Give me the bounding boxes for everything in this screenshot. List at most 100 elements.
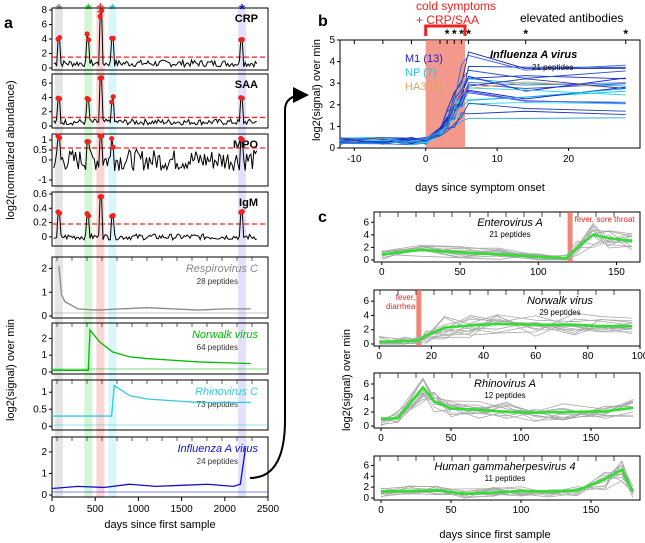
y-tick-label: 8 — [41, 5, 47, 16]
x-tick-label: 500 — [87, 504, 104, 515]
y-tick-label: 6 — [363, 217, 369, 228]
y-tick-label: 3 — [329, 78, 335, 89]
marker-series-line — [53, 195, 257, 242]
antibody-star: * — [445, 27, 450, 41]
virus-name: Rhinovirus A — [474, 378, 536, 390]
series-peptides: 64 peptides — [197, 343, 238, 352]
x-tick-label: 20 — [563, 154, 575, 165]
subplot-frame — [51, 379, 269, 431]
virus-name: Human gammaherpesvirus 4 — [434, 461, 575, 473]
y-tick-label: 4 — [363, 471, 369, 482]
subplot-frame — [373, 211, 641, 263]
y-tick-label: 0.6 — [33, 189, 47, 200]
y-tick-label: 0.5 — [33, 404, 47, 415]
y-tick-label: 2 — [41, 447, 47, 458]
plot-frame — [339, 39, 641, 149]
y-tick-label: 1 — [41, 468, 47, 479]
peptide-line — [339, 101, 626, 144]
legend-entry: HA3 (1) — [405, 81, 443, 93]
x-tick-label: 150 — [583, 505, 600, 516]
virus-series-line — [52, 384, 251, 417]
x-tick-label: 20 — [426, 351, 438, 362]
series-name: MPO — [233, 139, 259, 151]
peptide-line — [381, 234, 633, 259]
x-tick-label: 0 — [378, 433, 384, 444]
y-tick-label: 4 — [329, 57, 335, 68]
y-tick-label: 0.5 — [33, 145, 47, 156]
event-annotation: diarrhea — [386, 302, 416, 311]
elevated-point — [239, 36, 245, 43]
subplot-frame — [373, 455, 641, 501]
elevated-point — [98, 75, 105, 81]
antibody-star: * — [452, 27, 457, 41]
mean-line — [380, 467, 635, 495]
virus-name: Norwalk virus — [527, 295, 594, 307]
x-tick-label: 2500 — [257, 504, 280, 515]
antibody-star: * — [523, 27, 528, 41]
y-tick-label: 6 — [41, 20, 47, 31]
x-tick-label: 0 — [379, 267, 385, 278]
peptide-line — [339, 78, 626, 145]
y-tick-label: 0 — [41, 232, 47, 243]
subplot-frame — [51, 191, 269, 247]
x-tick-label: 1500 — [170, 504, 193, 515]
series-name: Rhinovirus C — [195, 386, 258, 398]
subplot-frame — [51, 322, 269, 375]
antibody-star: * — [466, 27, 471, 41]
panel-c-xlabel: days since first sample — [439, 529, 550, 541]
x-tick-label: 40 — [478, 351, 490, 362]
y-tick-label: 0 — [363, 339, 369, 350]
x-tick-label: 50 — [445, 505, 457, 516]
mean-line — [381, 233, 633, 260]
y-tick-label: 2 — [363, 482, 369, 493]
peptide-line — [339, 88, 626, 144]
y-tick-label: 6 — [363, 379, 369, 390]
peptide-line — [339, 81, 626, 143]
y-tick-label: 4 — [363, 230, 369, 241]
x-tick-label: -10 — [347, 154, 362, 165]
virus-series-line — [58, 266, 251, 311]
y-tick-label: 0 — [41, 63, 47, 74]
peptide-line — [339, 54, 626, 146]
x-tick-label: 10 — [492, 154, 504, 165]
elevated-point — [98, 8, 105, 14]
event-marker: * — [110, 1, 116, 18]
x-tick-label: 100 — [530, 267, 547, 278]
peptide-line — [339, 81, 626, 144]
y-tick-label: 1 — [41, 287, 47, 298]
series-peptides: 73 peptides — [197, 400, 238, 409]
antibody-star: * — [459, 27, 464, 41]
panel-letter-a: a — [4, 15, 13, 32]
highlight-band — [96, 6, 105, 498]
panel-b-xlabel: days since symptom onset — [415, 182, 545, 194]
panel-a-xlabel: days since first sample — [104, 519, 215, 531]
x-tick-label: 80 — [582, 351, 594, 362]
x-tick-label: 2000 — [214, 504, 237, 515]
panel-a-ylabel-top: log2(normalized abundance) — [5, 80, 17, 219]
event-bar — [567, 212, 573, 262]
x-tick-label: 150 — [583, 433, 600, 444]
peptide-line — [339, 102, 626, 144]
x-tick-label: 50 — [454, 267, 466, 278]
mean-line — [380, 385, 634, 421]
event-marker: * — [56, 1, 62, 18]
x-tick-label: 100 — [513, 505, 530, 516]
event-bar — [416, 290, 422, 346]
y-tick-label: 0 — [41, 121, 47, 132]
annotation-antibodies: elevated antibodies — [520, 11, 623, 25]
legend-entry: M1 (13) — [405, 53, 443, 65]
plot-subtitle: 21 peptides — [532, 63, 573, 72]
y-tick-label: 0.4 — [33, 203, 47, 214]
event-marker: * — [239, 1, 245, 18]
elevated-point — [110, 94, 116, 100]
x-tick-label: 0 — [423, 154, 429, 165]
y-tick-label: 4 — [363, 310, 369, 321]
x-tick-label: 0 — [376, 351, 382, 362]
annotation-markers: + CRP/SAA — [416, 13, 479, 27]
event-marker: * — [85, 1, 91, 18]
peptide-line — [379, 315, 633, 342]
virus-peptides: 21 peptides — [489, 230, 530, 239]
series-peptides: 24 peptides — [197, 457, 238, 466]
peptide-line — [339, 87, 626, 146]
subplot-frame — [373, 372, 641, 429]
